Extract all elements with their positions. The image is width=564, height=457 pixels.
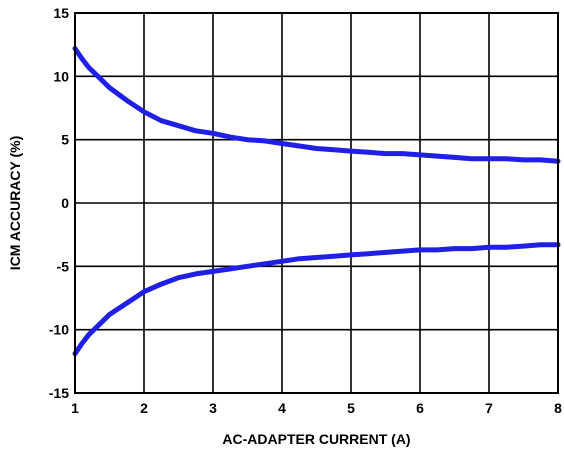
x-axis-title: AC-ADAPTER CURRENT (A)	[222, 431, 410, 447]
series-layer	[72, 46, 561, 357]
x-tick-labels: 1 2 3 4 5 6 7 8	[71, 400, 562, 416]
plot-frame	[74, 12, 559, 394]
y-tick-label-2: 5	[61, 132, 69, 148]
x-tick-label-5: 6	[416, 400, 424, 416]
y-axis-title: ICM ACCURACY (%)	[7, 136, 23, 271]
x-tick-label-6: 7	[485, 400, 493, 416]
y-tick-label-0: 15	[53, 5, 69, 21]
series-line-1	[72, 242, 561, 357]
y-tick-labels: 15 10 5 0 -5 -10 -15	[49, 5, 69, 401]
x-tick-label-7: 8	[554, 400, 562, 416]
y-tick-label-4: -5	[57, 258, 70, 274]
x-tick-label-4: 5	[347, 400, 355, 416]
x-tick-label-0: 1	[71, 400, 79, 416]
y-tick-label-1: 10	[53, 68, 69, 84]
series-line-0	[72, 46, 561, 164]
x-tick-label-3: 4	[278, 400, 286, 416]
x-tick-label-2: 3	[209, 400, 217, 416]
y-tick-label-5: -10	[49, 322, 69, 338]
y-tick-label-6: -15	[49, 385, 69, 401]
y-tick-label-3: 0	[61, 195, 69, 211]
x-tick-label-1: 2	[140, 400, 148, 416]
